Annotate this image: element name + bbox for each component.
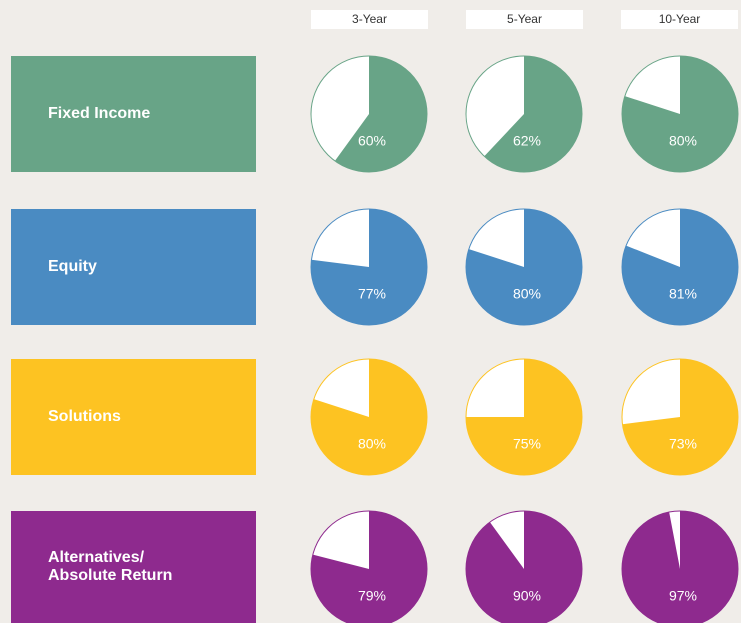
value-label: 90%	[513, 588, 541, 604]
value-label: 80%	[669, 133, 697, 149]
pie-slice	[310, 209, 427, 325]
value-label: 73%	[669, 436, 697, 452]
value-label: 97%	[669, 588, 697, 604]
value-label: 75%	[513, 436, 541, 452]
pie-slice	[484, 56, 582, 172]
pie-slice	[465, 209, 583, 326]
row-label: Alternatives/ Absolute Return	[11, 511, 256, 623]
pie-slice	[622, 56, 739, 172]
pie-slice	[622, 209, 738, 325]
column-header: 3-Year	[311, 10, 428, 29]
column-header: 10-Year	[621, 10, 738, 29]
row-label: Fixed Income	[11, 56, 256, 172]
value-label: 80%	[358, 436, 386, 452]
pie-slice	[334, 56, 427, 172]
pie-slice	[622, 511, 738, 623]
value-label: 77%	[358, 286, 386, 302]
pie-slice	[311, 511, 427, 623]
row-label: Equity	[11, 209, 256, 325]
value-label: 79%	[358, 588, 386, 604]
pie-slice	[466, 511, 582, 623]
row-label: Solutions	[11, 359, 256, 475]
pie-slice	[310, 359, 427, 476]
column-header: 5-Year	[466, 10, 583, 29]
pie-slice	[622, 359, 739, 475]
pie-slice	[466, 359, 582, 475]
value-label: 62%	[513, 133, 541, 149]
value-label: 80%	[513, 286, 541, 302]
value-label: 60%	[358, 133, 386, 149]
value-label: 81%	[669, 286, 697, 302]
